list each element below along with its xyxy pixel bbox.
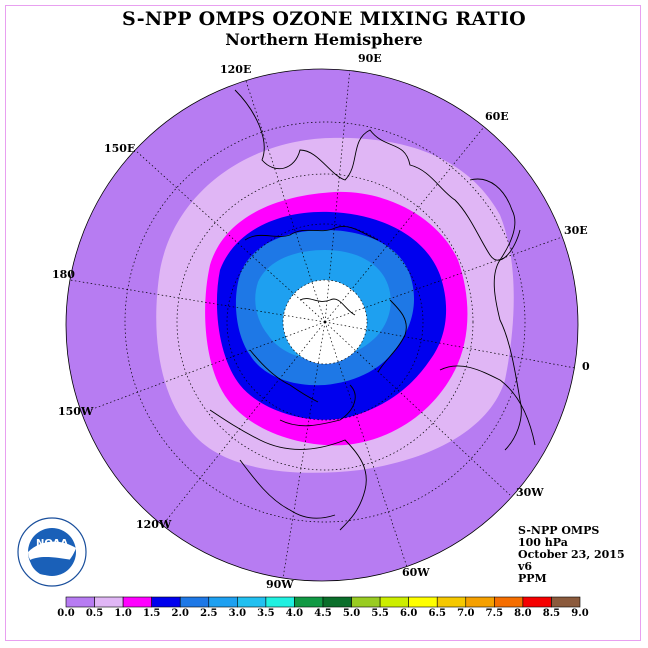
colorbar-segment bbox=[551, 596, 581, 608]
colorbar-tick-label: 8.5 bbox=[542, 608, 561, 619]
info-instrument: S-NPP OMPS bbox=[518, 524, 600, 537]
lon-label-0: 0 bbox=[582, 360, 590, 373]
colorbar-segment bbox=[351, 596, 381, 608]
colorbar-tick-label: 0.0 bbox=[57, 608, 75, 619]
colorbar-tick-label: 2.0 bbox=[171, 608, 189, 619]
colorbar-tick-label: 7.0 bbox=[457, 608, 475, 619]
map-subtitle: Northern Hemisphere bbox=[225, 30, 423, 49]
colorbar-segment bbox=[322, 596, 352, 608]
colorbar-segment bbox=[294, 596, 324, 608]
noaa-logo bbox=[17, 517, 87, 587]
colorbar-segment bbox=[436, 596, 467, 608]
colorbar-tick-label: 2.5 bbox=[200, 608, 218, 619]
map-title: S-NPP OMPS OZONE MIXING RATIO bbox=[121, 8, 527, 30]
colorbar bbox=[65, 596, 581, 608]
lon-label-150e: 150E bbox=[104, 142, 136, 155]
lon-label-60e: 60E bbox=[485, 110, 509, 123]
colorbar-tick-label: 6.5 bbox=[428, 608, 446, 619]
colorbar-tick-label: 4.0 bbox=[285, 608, 304, 619]
colorbar-tick-label: 1.0 bbox=[114, 608, 132, 619]
colorbar-tick-label: 4.5 bbox=[314, 608, 332, 619]
info-version: v6 bbox=[518, 560, 533, 573]
colorbar-segment bbox=[65, 596, 95, 608]
colorbar-tick-label: 5.0 bbox=[342, 608, 361, 619]
info-units: PPM bbox=[518, 572, 547, 585]
colorbar-tick-label: 6.0 bbox=[399, 608, 418, 619]
lon-label-30e: 30E bbox=[564, 224, 588, 237]
lon-label-60w: 60W bbox=[402, 566, 430, 579]
colorbar-segment bbox=[94, 596, 124, 608]
colorbar-segment bbox=[465, 596, 495, 608]
colorbar-tick-label: 1.5 bbox=[142, 608, 161, 619]
lon-label-90w: 90W bbox=[266, 578, 294, 591]
lon-label-120e: 120E bbox=[220, 63, 252, 76]
info-block: S-NPP OMPS 100 hPa October 23, 2015 v6 P… bbox=[518, 525, 625, 585]
colorbar-segment bbox=[379, 596, 409, 608]
colorbar-segment bbox=[265, 596, 295, 608]
colorbar-tick-label: 8.0 bbox=[514, 608, 532, 619]
colorbar-tick-label: 9.0 bbox=[571, 608, 589, 619]
map-boundary bbox=[65, 68, 579, 582]
noaa-logo-text: NOAA bbox=[36, 538, 69, 549]
lon-label-180: 180 bbox=[52, 268, 75, 281]
colorbar-tick-label: 7.5 bbox=[485, 608, 504, 619]
colorbar-tick-label: 3.0 bbox=[228, 608, 247, 619]
colorbar-segment bbox=[494, 596, 524, 608]
coastlines bbox=[209, 89, 536, 531]
colorbar-segment bbox=[179, 596, 210, 608]
lon-label-150w: 150W bbox=[58, 405, 94, 418]
colorbar-tick-label: 3.5 bbox=[257, 608, 275, 619]
lon-label-120w: 120W bbox=[136, 518, 172, 531]
colorbar-segment bbox=[122, 596, 152, 608]
lon-label-30w: 30W bbox=[516, 486, 544, 499]
info-date: October 23, 2015 bbox=[518, 548, 625, 561]
colorbar-segment bbox=[151, 596, 181, 608]
info-level: 100 hPa bbox=[518, 536, 568, 549]
colorbar-segment bbox=[208, 596, 238, 608]
colorbar-tick-label: 5.5 bbox=[371, 608, 389, 619]
graticule bbox=[69, 69, 576, 579]
colorbar-segment bbox=[237, 596, 267, 608]
figure-frame bbox=[5, 5, 641, 641]
colorbar-tick-label: 0.5 bbox=[85, 608, 104, 619]
colorbar-segment bbox=[408, 596, 438, 608]
lon-label-90e: 90E bbox=[358, 52, 382, 65]
colorbar-segment bbox=[522, 596, 552, 608]
